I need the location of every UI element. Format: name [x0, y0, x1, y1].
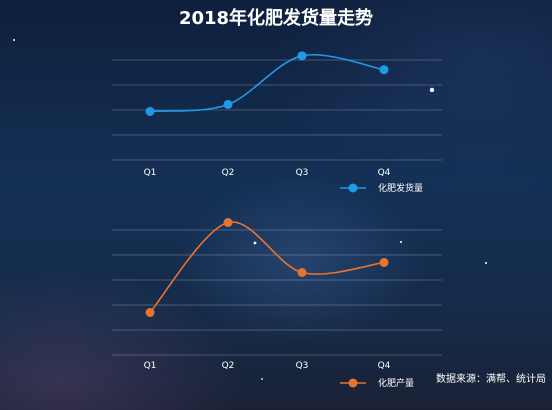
star: [429, 87, 435, 93]
shipment-point-q2: [223, 99, 233, 109]
shipment-chart: Q1 Q2 Q3 Q4 化肥发货量: [112, 51, 442, 194]
legend-label-shipment: 化肥发货量: [378, 182, 423, 194]
production-series-line: [149, 221, 385, 314]
x-tick-label-q4: Q4: [378, 361, 391, 371]
shipment-point-q1: [145, 106, 155, 116]
production-point-q4: [379, 258, 389, 267]
production-chart: Q1 Q2 Q3 Q4 化肥产量: [112, 218, 442, 389]
x-tick-label-q4: Q4: [378, 168, 391, 178]
legend-shipment: 化肥发货量: [340, 182, 423, 194]
star: [485, 262, 487, 264]
star: [400, 241, 402, 243]
shipment-point-q4: [379, 65, 389, 75]
data-source-note: 数据来源：满帮、统计局: [436, 372, 546, 385]
x-tick-label-q1: Q1: [144, 168, 157, 178]
star: [253, 241, 257, 245]
x-tick-label-q2: Q2: [222, 361, 235, 371]
legend-swatch-dot: [348, 378, 358, 388]
x-tick-label-q2: Q2: [222, 168, 235, 178]
x-tick-label-q3: Q3: [296, 168, 309, 178]
production-point-q2: [223, 218, 233, 227]
x-tick-label-q1: Q1: [144, 361, 157, 371]
production-point-q1: [145, 308, 155, 317]
legend-label-production: 化肥产量: [378, 377, 414, 389]
chart-title: 2018年化肥发货量走势: [179, 7, 373, 29]
x-tick-label-q3: Q3: [296, 361, 309, 371]
background-stars: [13, 39, 487, 380]
shipment-point-q3: [297, 51, 307, 61]
legend-production: 化肥产量: [340, 377, 414, 389]
legend-swatch-dot: [348, 183, 358, 193]
star: [261, 378, 263, 380]
shipment-series-line: [149, 54, 385, 113]
star: [13, 39, 15, 41]
production-point-q3: [297, 268, 307, 277]
